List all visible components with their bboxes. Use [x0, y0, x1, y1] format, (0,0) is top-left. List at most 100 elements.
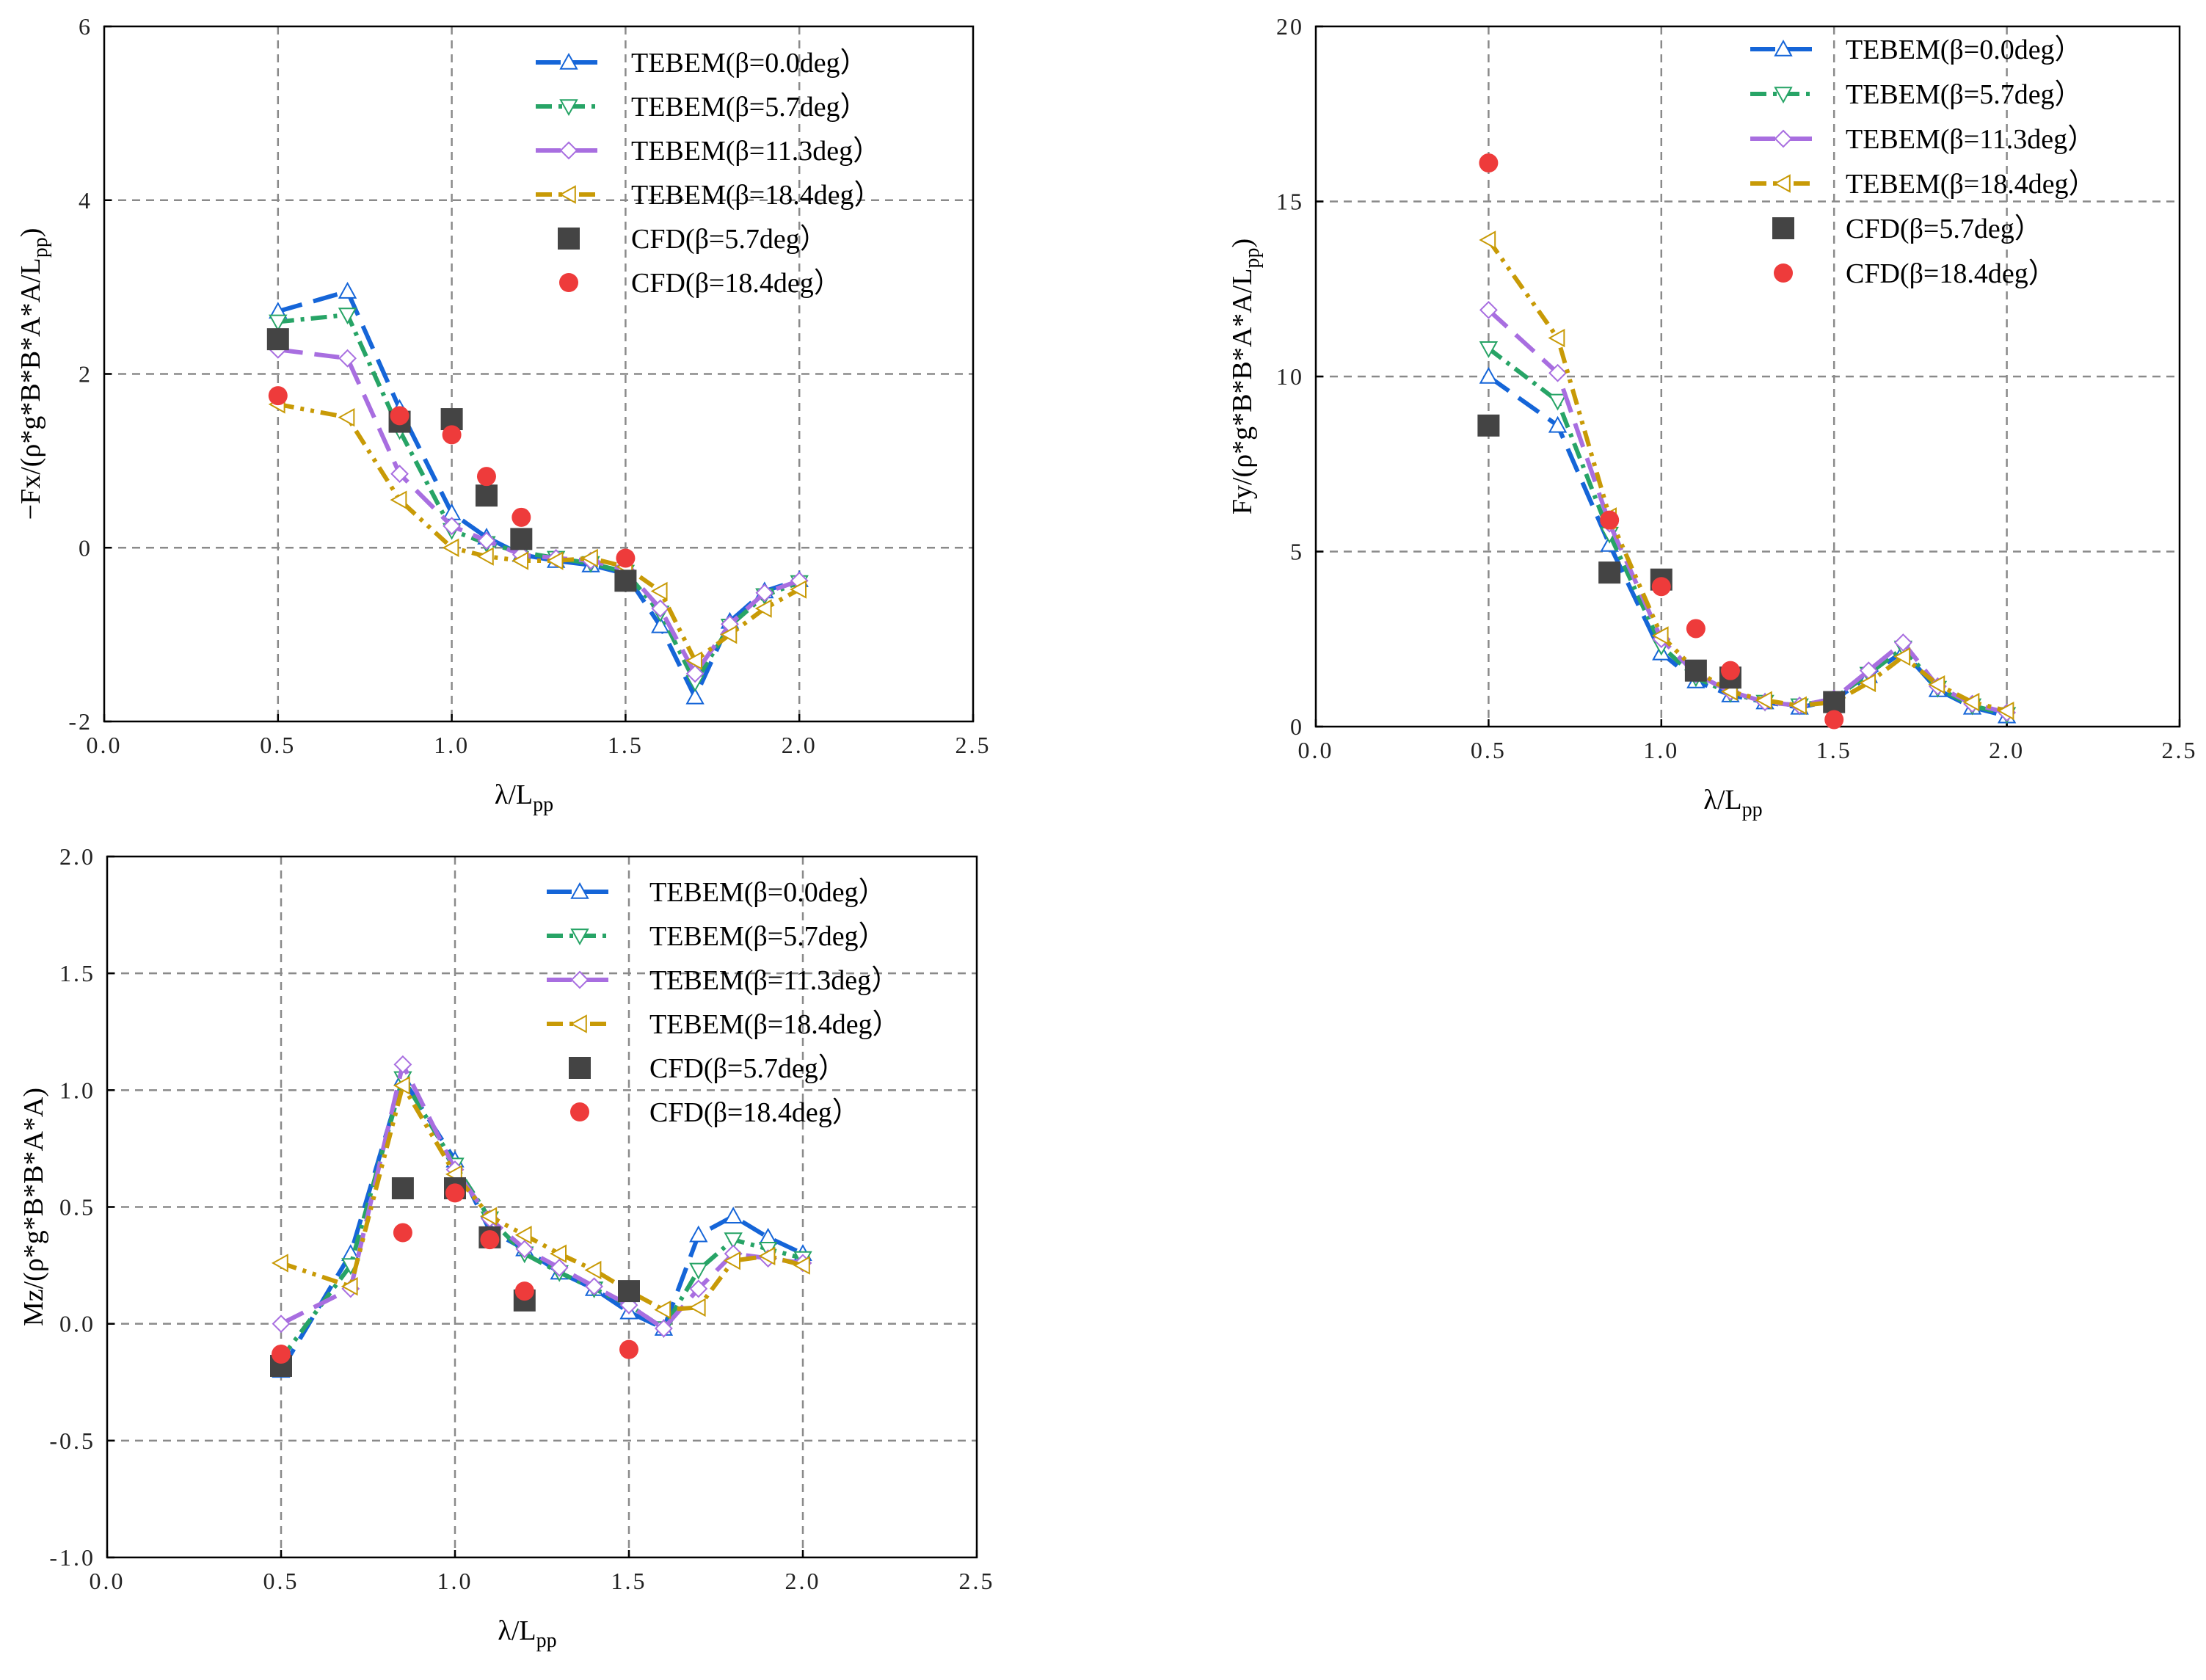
legend-label: TEBEM(β=11.3deg）: [631, 136, 881, 167]
data-point: [1928, 675, 1945, 694]
data-point: [1686, 619, 1706, 639]
series-0: [269, 281, 809, 705]
y-tick-label: 4: [79, 187, 92, 214]
legend-entry: CFD(β=5.7deg）: [569, 1053, 846, 1084]
x-axis-label: λ/Lpp: [498, 1615, 556, 1652]
series-5: [268, 386, 636, 568]
x-axis-label: λ/Lpp: [495, 779, 553, 816]
data-point: [1548, 415, 1568, 433]
data-point: [755, 583, 774, 603]
data-point: [720, 625, 738, 644]
series-2: [269, 340, 809, 683]
legend-entry: CFD(β=18.4deg）: [570, 1097, 860, 1128]
data-point: [480, 1207, 498, 1226]
y-tick-label: 5: [1290, 539, 1304, 565]
data-point: [390, 490, 407, 509]
legend-marker: [558, 228, 580, 250]
data-point: [266, 328, 289, 351]
x-tick-label: 2.5: [955, 732, 991, 758]
legend-label: CFD(β=18.4deg）: [1846, 258, 2056, 289]
legend-label: TEBEM(β=18.4deg）: [1846, 169, 2097, 200]
data-point: [1684, 659, 1707, 682]
x-tick-label: 0.0: [1298, 737, 1334, 763]
legend-marker: [559, 273, 578, 292]
x-tick-label: 1.5: [608, 732, 644, 758]
x-axis-label: λ/Lpp: [1703, 785, 1762, 821]
legend-entry: TEBEM(β=11.3deg）: [536, 136, 881, 167]
legend-label: TEBEM(β=0.0deg）: [649, 877, 887, 908]
y-axis-label: Fy/(ρ*g*B*B*A*A/Lpp): [1227, 239, 1264, 514]
data-point: [1548, 363, 1567, 382]
x-tick-label: 2.5: [959, 1568, 995, 1594]
data-point: [1548, 393, 1568, 411]
y-tick-label: 0: [1290, 713, 1304, 740]
data-point: [268, 386, 288, 406]
legend-entry: TEBEM(β=5.7deg）: [536, 92, 868, 123]
data-point: [1479, 153, 1499, 173]
legend-marker: [1772, 217, 1794, 239]
data-point: [512, 551, 529, 570]
data-point: [390, 406, 409, 426]
data-point: [1859, 673, 1876, 693]
data-point: [480, 1230, 500, 1250]
legend-marker: [570, 881, 589, 899]
chart-fx: 0.0 0.5 1.0 1.5 2.0 2.5 -2 0 2 4 6 λ/Lpp −Fx/(ρ*g*B*…: [15, 13, 991, 816]
data-point: [1823, 691, 1846, 713]
data-point: [1755, 691, 1772, 710]
series-1: [1479, 341, 2017, 724]
legend-label: CFD(β=18.4deg）: [649, 1097, 860, 1128]
legend-marker: [1774, 39, 1793, 57]
legend-label: TEBEM(β=18.4deg）: [649, 1009, 900, 1040]
data-point: [443, 517, 462, 536]
data-point: [477, 531, 496, 550]
data-point: [271, 1254, 288, 1273]
y-tick-label: 10: [1276, 363, 1304, 390]
legend-label: TEBEM(β=5.7deg）: [649, 921, 887, 952]
data-point: [476, 467, 496, 487]
data-point: [689, 1225, 708, 1243]
legend-entry: CFD(β=5.7deg）: [558, 224, 828, 255]
data-point: [1893, 647, 1911, 666]
data-point: [390, 465, 409, 484]
series-5: [1479, 153, 1844, 730]
data-point: [685, 687, 705, 705]
data-point: [510, 528, 533, 550]
data-point: [724, 1232, 743, 1250]
data-point: [688, 1298, 706, 1317]
data-point: [580, 548, 598, 568]
data-point: [1651, 626, 1669, 645]
legend-marker: [1773, 174, 1791, 193]
data-point: [338, 308, 357, 325]
legend-marker: [1774, 129, 1793, 148]
data-point: [585, 1277, 604, 1296]
data-point: [1720, 661, 1740, 680]
data-point: [1824, 710, 1844, 730]
data-point: [1997, 701, 2014, 721]
data-point: [654, 1319, 673, 1338]
y-tick-label: -2: [68, 708, 92, 735]
data-point: [651, 599, 670, 618]
data-point: [550, 1258, 569, 1277]
legend-label: CFD(β=18.4deg）: [631, 268, 842, 299]
data-point: [512, 507, 531, 527]
legend-label: TEBEM(β=11.3deg）: [649, 965, 899, 996]
data-point: [1651, 577, 1671, 597]
y-axis-label: Mz/(ρ*g*B*B*A*A): [18, 1088, 49, 1326]
legend-marker: [559, 99, 578, 117]
series-0: [1479, 366, 2017, 724]
y-tick-label: 0.5: [59, 1194, 95, 1221]
data-point: [614, 570, 637, 592]
data-point: [650, 581, 668, 601]
data-point: [1477, 414, 1500, 437]
legend-label: TEBEM(β=5.7deg）: [631, 92, 868, 123]
y-tick-label: 0: [79, 534, 92, 561]
data-point: [515, 1240, 534, 1259]
legend-label: TEBEM(β=0.0deg）: [631, 48, 868, 79]
data-point: [476, 547, 494, 566]
x-tick-label: 0.0: [87, 732, 123, 758]
data-point: [1548, 328, 1565, 348]
data-point: [272, 1314, 291, 1334]
series-line: [277, 401, 801, 663]
legend-marker: [570, 1102, 589, 1121]
